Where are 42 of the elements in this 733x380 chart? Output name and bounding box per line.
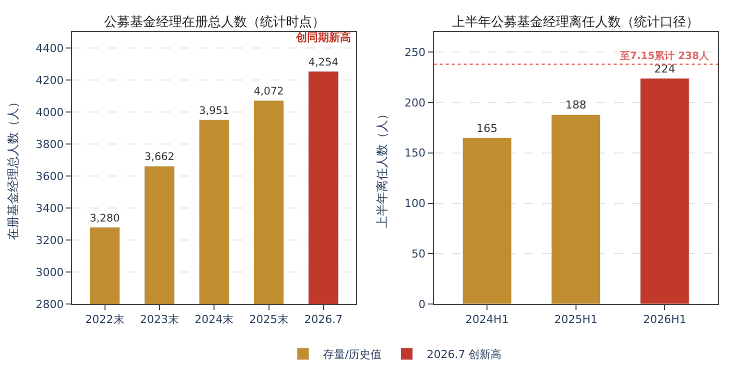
y-tick-label: 2800 xyxy=(36,298,64,311)
x-tick-label: 2024H1 xyxy=(465,313,509,326)
y-tick-label: 100 xyxy=(404,197,426,210)
data-label: 165 xyxy=(476,122,498,135)
x-tick-label: 2026.7 xyxy=(304,313,343,326)
legend-label: 2026.7 创新高 xyxy=(426,348,502,362)
bar xyxy=(462,138,512,304)
x-tick-label: 2022末 xyxy=(85,313,124,326)
data-label: 3,662 xyxy=(144,151,174,164)
y-tick-label: 3800 xyxy=(36,138,64,151)
y-tick-label: 3400 xyxy=(36,202,64,215)
y-axis-title: 上半年离任人数（人） xyxy=(374,108,389,228)
y-axis-title: 在册基金经理总人数（人） xyxy=(6,96,20,240)
annotation: 创同期新高 xyxy=(295,31,351,44)
ref-line-label: 至7.15累计 238人 xyxy=(619,50,710,62)
x-tick-label: 2023末 xyxy=(140,313,179,326)
y-tick-label: 0 xyxy=(418,298,426,311)
bar xyxy=(640,78,690,304)
legend-label: 存量/历史值 xyxy=(323,348,382,362)
x-tick-label: 2024末 xyxy=(194,313,234,326)
y-tick-label: 50 xyxy=(412,247,426,260)
y-tick-label: 3200 xyxy=(36,234,64,247)
bar xyxy=(551,114,601,304)
y-tick-label: 200 xyxy=(404,96,426,110)
chart-title: 公募基金经理在册总人数（统计时点） xyxy=(104,15,325,30)
data-label: 188 xyxy=(565,98,586,112)
y-tick-label: 150 xyxy=(404,146,426,160)
y-tick-label: 250 xyxy=(404,46,426,59)
y-tick-label: 4000 xyxy=(36,106,64,119)
y-tick-label: 3600 xyxy=(36,170,64,183)
y-tick-label: 4400 xyxy=(36,42,64,55)
data-label: 4,254 xyxy=(308,56,339,68)
y-tick-label: 4200 xyxy=(36,74,64,87)
x-tick-label: 2026H1 xyxy=(643,313,686,326)
y-tick-label: 3000 xyxy=(36,266,64,279)
x-tick-label: 2025末 xyxy=(249,313,288,326)
data-label: 4,072 xyxy=(254,86,284,98)
data-label: 3,280 xyxy=(90,212,120,224)
x-tick-label: 2025H1 xyxy=(554,313,598,326)
data-label: 224 xyxy=(654,62,676,76)
data-label: 3,951 xyxy=(199,104,230,117)
chart-title: 上半年公募基金经理离任人数（统计口径） xyxy=(452,14,699,30)
